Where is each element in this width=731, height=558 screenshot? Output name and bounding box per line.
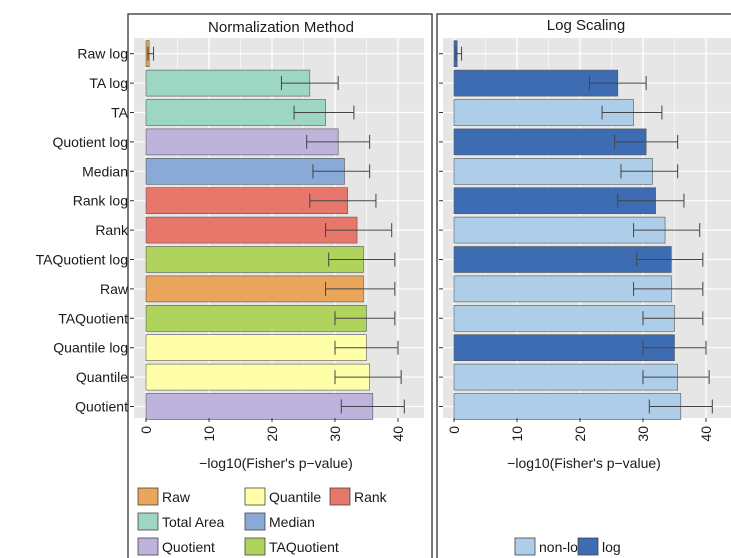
legend-swatch-raw	[137, 487, 159, 506]
bar-taquotient	[453, 304, 675, 332]
x-tick-label-40: 40	[698, 426, 714, 442]
x-tick-label-30: 30	[635, 426, 651, 442]
x-tick-label-0: 0	[138, 426, 154, 434]
y-tick-label-quantile-log: Quantile log	[53, 340, 128, 356]
bar-taquotient-log	[453, 246, 672, 273]
log-scaling-legend: non-log log	[514, 537, 621, 556]
normalization-legend: Raw Quantile Rank Total Area Median Quotient T…	[137, 487, 388, 556]
log-scaling-plot: 0 10 20 30 40	[439, 38, 731, 442]
bar-median	[145, 158, 345, 185]
legend-swatch-total-area	[137, 512, 159, 531]
legend-label-quotient: Quotient	[162, 539, 215, 555]
x-tick-label-40: 40	[390, 426, 406, 442]
bar-quantile	[453, 363, 678, 391]
x-tick-label-0: 0	[446, 426, 462, 434]
bar-quotient	[145, 393, 374, 420]
y-tick-label-quantile: Quantile	[76, 369, 128, 385]
right-panel-frame	[436, 13, 731, 558]
y-tick-label-taquotient: TAQuotient	[58, 310, 128, 326]
y-tick-label-ta-log: TA log	[89, 75, 128, 91]
y-tick-label-raw-log: Raw log	[77, 46, 128, 62]
bar-quantile	[145, 363, 370, 391]
legend-swatch-quantile	[244, 487, 266, 506]
right-panel-title: Log Scaling	[547, 17, 625, 34]
bar-taquotient-log	[145, 246, 364, 273]
x-tick-label-20: 20	[264, 426, 280, 442]
y-tick-label-quotient: Quotient	[75, 399, 128, 415]
bar-median	[453, 158, 653, 185]
bar-quantile-log	[145, 334, 367, 362]
legend-label-total-area: Total Area	[162, 514, 224, 530]
bar-quotient-log	[453, 128, 647, 156]
legend-swatch-rank	[329, 487, 351, 506]
legend-label-rank: Rank	[354, 489, 388, 505]
bar-rank	[145, 216, 358, 244]
x-tick-label-30: 30	[327, 426, 343, 442]
bar-taquotient	[145, 304, 367, 332]
bar-quotient-log	[145, 128, 339, 156]
y-tick-label-quotient-log: Quotient log	[53, 134, 129, 150]
legend-label-taquotient: TAQuotient	[269, 539, 339, 555]
legend-swatch-taquotient	[244, 537, 266, 556]
legend-swatch-quotient	[137, 537, 159, 556]
right-x-axis-label: −log10(Fisher's p−value)	[507, 455, 661, 471]
y-tick-label-taquotient-log: TAQuotient log	[36, 252, 128, 268]
legend-label-median: Median	[269, 514, 315, 530]
left-panel-frame	[127, 13, 433, 558]
legend-label-log: log	[602, 539, 621, 555]
x-tick-label-20: 20	[572, 426, 588, 442]
left-panel-title: Normalization Method	[208, 19, 354, 36]
y-tick-label-rank-log: Rank log	[73, 193, 128, 209]
legend-swatch-log	[577, 537, 599, 556]
legend-swatch-non-log	[514, 537, 536, 556]
left-x-axis-label: −log10(Fisher's p−value)	[199, 455, 353, 471]
y-tick-label-ta: TA	[111, 105, 129, 121]
bar-quotient	[453, 393, 682, 420]
bar-quantile-log	[453, 334, 675, 362]
x-tick-label-10: 10	[509, 426, 525, 442]
legend-label-non-log: non-log	[539, 539, 586, 555]
bar-rank	[453, 216, 666, 244]
x-tick-label-10: 10	[201, 426, 217, 442]
legend-swatch-median	[244, 512, 266, 531]
y-tick-label-raw: Raw	[100, 281, 129, 297]
legend-label-quantile: Quantile	[269, 489, 321, 505]
y-tick-label-rank: Rank	[95, 222, 129, 238]
y-tick-label-median: Median	[82, 163, 128, 179]
legend-label-raw: Raw	[162, 489, 191, 505]
